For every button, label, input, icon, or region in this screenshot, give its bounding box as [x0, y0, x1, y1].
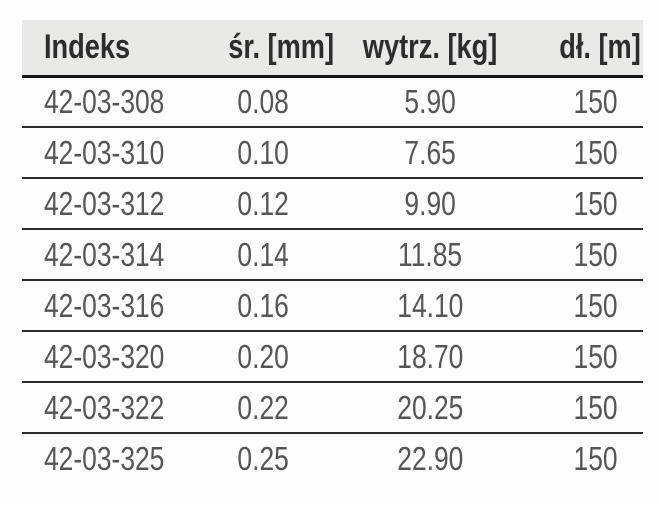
header-label: Indeks — [44, 27, 131, 66]
cell-value: 5.90 — [404, 82, 456, 120]
cell-value: 42-03-322 — [44, 388, 165, 426]
cell-diameter: 0.22 — [215, 382, 311, 434]
table-row: 42-03-325 0.25 22.90 150 — [22, 433, 643, 484]
table-row: 42-03-320 0.20 18.70 150 — [22, 331, 643, 383]
cell-diameter: 0.12 — [215, 178, 311, 230]
cell-value: 42-03-314 — [44, 235, 165, 273]
header-label: wytrz. [kg] — [362, 27, 498, 66]
cell-indeks: 42-03-320 — [22, 331, 215, 383]
cell-strength: 11.85 — [311, 229, 549, 281]
table-row: 42-03-308 0.08 5.90 150 — [22, 76, 643, 128]
cell-diameter: 0.14 — [215, 229, 311, 281]
cell-length: 150 — [549, 382, 643, 434]
cell-indeks: 42-03-322 — [22, 382, 215, 434]
cell-value: 42-03-312 — [44, 184, 165, 222]
table-body: 42-03-308 0.08 5.90 150 42-03-310 0.10 7… — [22, 76, 643, 484]
cell-length: 150 — [549, 76, 643, 128]
table-row: 42-03-316 0.16 14.10 150 — [22, 280, 643, 332]
cell-value: 42-03-320 — [44, 337, 165, 375]
cell-value: 14.10 — [396, 286, 464, 324]
cell-value: 7.65 — [404, 133, 456, 171]
cell-value: 0.25 — [237, 440, 289, 477]
cell-value: 150 — [573, 184, 619, 222]
cell-value: 42-03-325 — [44, 440, 165, 477]
cell-length: 150 — [549, 178, 643, 230]
cell-indeks: 42-03-314 — [22, 229, 215, 281]
cell-diameter: 0.16 — [215, 280, 311, 332]
cell-strength: 14.10 — [311, 280, 549, 332]
product-spec-table: Indeks śr. [mm] wytrz. [kg] dł. [m] 42-0… — [22, 20, 643, 484]
cell-strength: 20.25 — [311, 382, 549, 434]
cell-value: 9.90 — [404, 184, 456, 222]
table-row: 42-03-314 0.14 11.85 150 — [22, 229, 643, 281]
cell-value: 150 — [573, 235, 619, 273]
cell-value: 0.16 — [237, 286, 289, 324]
cell-length: 150 — [549, 331, 643, 383]
cell-value: 150 — [573, 440, 619, 477]
cell-strength: 18.70 — [311, 331, 549, 383]
cell-length: 150 — [549, 280, 643, 332]
header-label: dł. [m] — [559, 27, 641, 66]
header-cell-indeks: Indeks — [22, 20, 215, 78]
cell-value: 0.10 — [237, 133, 289, 171]
cell-diameter: 0.10 — [215, 127, 311, 179]
cell-diameter: 0.20 — [215, 331, 311, 383]
cell-value: 0.12 — [237, 184, 289, 222]
cell-value: 22.90 — [396, 440, 464, 477]
cell-value: 0.08 — [237, 82, 289, 120]
cell-value: 150 — [573, 388, 619, 426]
table-header: Indeks śr. [mm] wytrz. [kg] dł. [m] — [22, 20, 643, 78]
cell-value: 0.22 — [237, 388, 289, 426]
cell-strength: 5.90 — [311, 76, 549, 128]
cell-value: 150 — [573, 82, 619, 120]
header-row: Indeks śr. [mm] wytrz. [kg] dł. [m] — [22, 20, 643, 78]
cell-value: 11.85 — [397, 235, 463, 273]
cell-value: 150 — [573, 133, 619, 171]
cell-diameter: 0.08 — [215, 76, 311, 128]
header-label: śr. [mm] — [228, 27, 335, 66]
cell-value: 18.70 — [396, 337, 464, 375]
cell-value: 0.14 — [237, 235, 289, 273]
cell-value: 42-03-310 — [44, 133, 165, 171]
header-cell-strength: wytrz. [kg] — [311, 20, 549, 78]
cell-indeks: 42-03-312 — [22, 178, 215, 230]
cell-indeks: 42-03-316 — [22, 280, 215, 332]
cell-strength: 9.90 — [311, 178, 549, 230]
cell-indeks: 42-03-310 — [22, 127, 215, 179]
cell-value: 20.25 — [396, 388, 464, 426]
cell-value: 42-03-316 — [44, 286, 165, 324]
header-cell-diameter: śr. [mm] — [215, 20, 334, 78]
table-row: 42-03-312 0.12 9.90 150 — [22, 178, 643, 230]
cell-strength: 22.90 — [311, 433, 549, 484]
cell-length: 150 — [549, 433, 643, 484]
cell-strength: 7.65 — [311, 127, 549, 179]
cell-value: 42-03-308 — [44, 82, 165, 120]
cell-indeks: 42-03-308 — [22, 76, 215, 128]
cell-value: 0.20 — [237, 337, 289, 375]
cell-indeks: 42-03-325 — [22, 433, 215, 484]
cell-length: 150 — [549, 229, 643, 281]
cell-diameter: 0.25 — [215, 433, 311, 484]
cell-value: 150 — [573, 337, 619, 375]
cell-value: 150 — [573, 286, 619, 324]
table-row: 42-03-310 0.10 7.65 150 — [22, 127, 643, 179]
header-cell-length: dł. [m] — [549, 20, 643, 78]
table-row: 42-03-322 0.22 20.25 150 — [22, 382, 643, 434]
cell-length: 150 — [549, 127, 643, 179]
